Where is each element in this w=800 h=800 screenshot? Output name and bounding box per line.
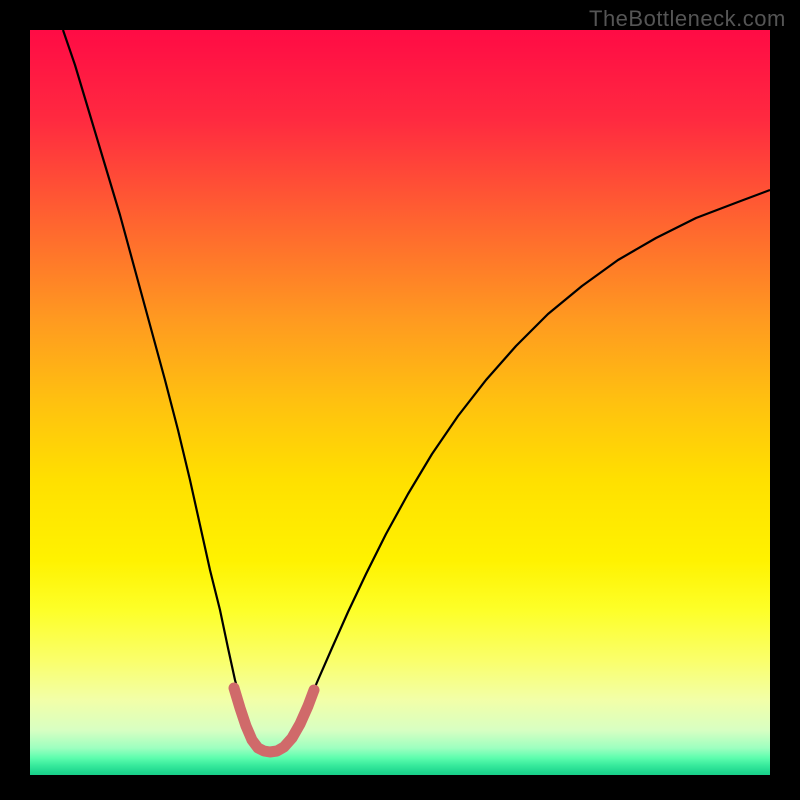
watermark-text: TheBottleneck.com [589,6,789,32]
plot-area [30,30,770,775]
chart-canvas: TheBottleneck.com [0,0,800,800]
background-gradient [30,30,770,775]
